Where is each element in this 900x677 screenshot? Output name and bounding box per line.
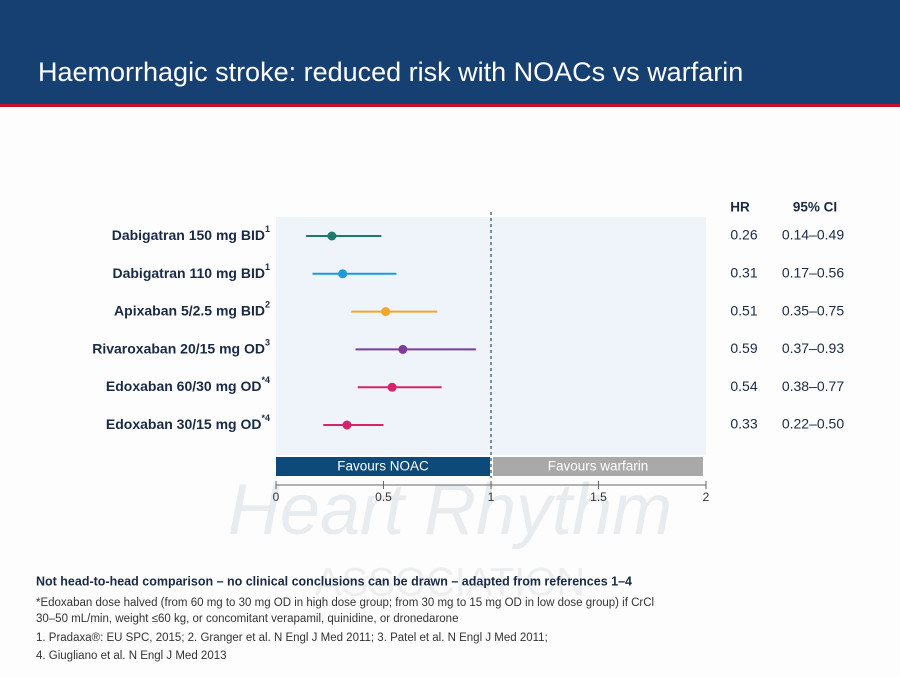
footnote: 1. Pradaxa®: EU SPC, 2015; 2. Granger et… — [36, 632, 548, 644]
row-label-ref: 3 — [265, 338, 270, 348]
row-label: Edoxaban 30/15 mg OD*4 — [106, 413, 270, 431]
x-tick-label: 0 — [273, 490, 280, 504]
hr-point — [398, 344, 408, 354]
favours-label: Favours NOAC — [337, 459, 429, 474]
row-label-ref: 1 — [265, 262, 270, 272]
ci-value: 0.17–0.56 — [782, 265, 844, 281]
footnote-bold: Not head-to-head comparison – no clinica… — [36, 574, 632, 588]
row-label-text: Apixaban 5/2.5 mg BID — [114, 302, 265, 318]
ci-value: 0.35–0.75 — [782, 302, 844, 318]
hr-point — [342, 420, 352, 430]
hr-point — [327, 231, 337, 241]
row-label-ref: 2 — [265, 300, 270, 310]
footnote: *Edoxaban dose halved (from 60 mg to 30 … — [36, 597, 654, 609]
row-label: Rivaroxaban 20/15 mg OD3 — [92, 338, 270, 356]
hr-value: 0.33 — [730, 416, 757, 432]
footnote: 30–50 mL/min, weight ≤60 kg, or concomit… — [36, 613, 458, 625]
hr-point — [387, 382, 397, 392]
column-header: HR — [730, 200, 750, 215]
hr-point — [381, 307, 391, 317]
footnote: 4. Giugliano et al. N Engl J Med 2013 — [36, 650, 227, 662]
column-header: 95% CI — [793, 200, 837, 215]
x-tick-label: 2 — [703, 490, 710, 504]
row-label-text: Rivaroxaban 20/15 mg OD — [92, 340, 265, 356]
ci-value: 0.37–0.93 — [782, 340, 844, 356]
row-label-text: Edoxaban 30/15 mg OD — [106, 416, 262, 432]
row-label: Dabigatran 150 mg BID1 — [112, 224, 270, 242]
x-tick-label: 1.5 — [590, 490, 607, 504]
row-label: Dabigatran 110 mg BID1 — [112, 262, 270, 280]
header-band — [0, 0, 900, 106]
header-rule — [0, 104, 900, 107]
x-tick-label: 0.5 — [375, 490, 392, 504]
favours-label: Favours warfarin — [548, 459, 649, 474]
row-label-text: Dabigatran 150 mg BID — [112, 227, 265, 243]
watermark: ASSOCIATION — [315, 561, 585, 605]
hr-value: 0.51 — [730, 302, 757, 318]
favours-bar — [493, 457, 703, 476]
row-label-ref: *4 — [261, 376, 270, 386]
favours-bar — [276, 457, 490, 476]
slide-title: Haemorrhagic stroke: reduced risk with N… — [38, 57, 743, 87]
hr-value: 0.31 — [730, 265, 757, 281]
row-label: Edoxaban 60/30 mg OD*4 — [106, 376, 270, 394]
x-tick-label: 1 — [488, 490, 495, 504]
hr-value: 0.26 — [730, 227, 757, 243]
row-label-ref: 1 — [265, 224, 270, 234]
plot-area — [276, 217, 706, 455]
row-label: Apixaban 5/2.5 mg BID2 — [114, 300, 270, 318]
hr-value: 0.59 — [730, 340, 757, 356]
row-label-ref: *4 — [261, 413, 270, 423]
ci-value: 0.14–0.49 — [782, 227, 844, 243]
watermark: Heart Rhythm — [228, 470, 672, 550]
hr-value: 0.54 — [730, 378, 757, 394]
hr-point — [338, 269, 348, 279]
ci-value: 0.38–0.77 — [782, 378, 844, 394]
row-label-text: Edoxaban 60/30 mg OD — [106, 378, 262, 394]
ci-value: 0.22–0.50 — [782, 416, 844, 432]
row-label-text: Dabigatran 110 mg BID — [112, 265, 265, 281]
